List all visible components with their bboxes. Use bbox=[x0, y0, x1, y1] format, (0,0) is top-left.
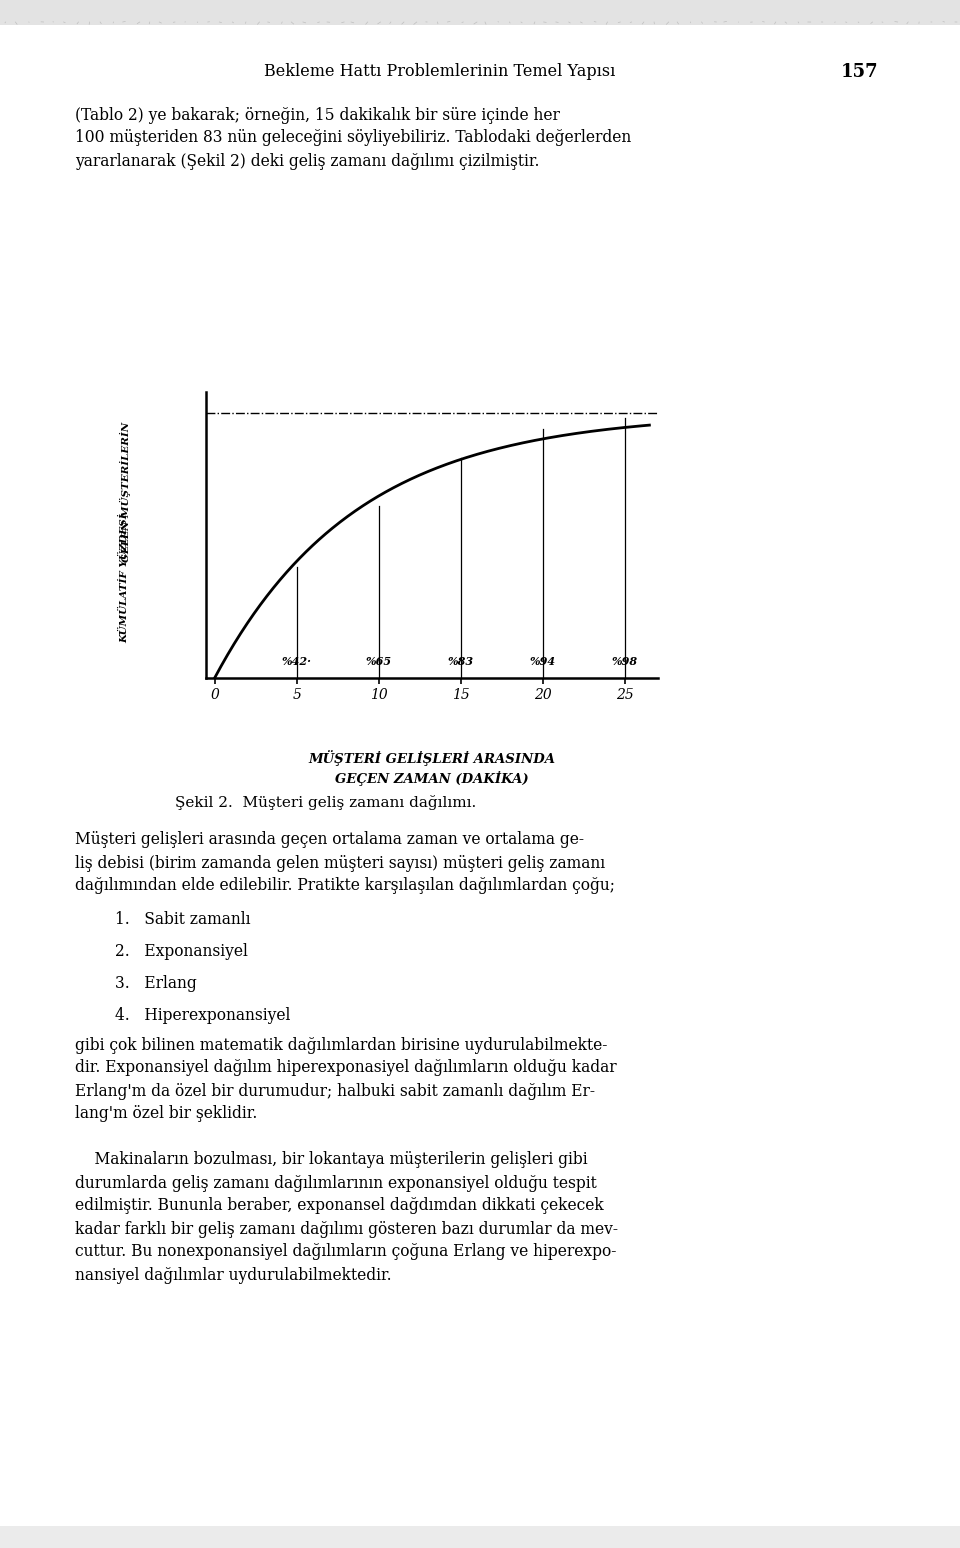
Text: durumlarda geliş zamanı dağılımlarının exponansiyel olduğu tespit: durumlarda geliş zamanı dağılımlarının e… bbox=[75, 1175, 597, 1192]
Text: Bekleme Hattı Problemlerinin Temel Yapısı: Bekleme Hattı Problemlerinin Temel Yapıs… bbox=[264, 63, 615, 80]
Text: dir. Exponansiyel dağılım hiperexponasiyel dağılımların olduğu kadar: dir. Exponansiyel dağılım hiperexponasiy… bbox=[75, 1059, 616, 1076]
Text: 157: 157 bbox=[841, 63, 878, 80]
Text: Makinaların bozulması, bir lokantaya müşterilerin gelişleri gibi: Makinaların bozulması, bir lokantaya müş… bbox=[75, 1152, 588, 1169]
Bar bbox=[0, 0, 960, 25]
Text: cuttur. Bu nonexponansiyel dağılımların çoğuna Erlang ve hiperexpo-: cuttur. Bu nonexponansiyel dağılımların … bbox=[75, 1243, 616, 1260]
Text: nansiyel dağılımlar uydurulabilmektedir.: nansiyel dağılımlar uydurulabilmektedir. bbox=[75, 1266, 392, 1283]
Text: kadar farklı bir geliş zamanı dağılımı gösteren bazı durumlar da mev-: kadar farklı bir geliş zamanı dağılımı g… bbox=[75, 1220, 618, 1237]
Text: GEÇEN ZAMAN (DAKİKA): GEÇEN ZAMAN (DAKİKA) bbox=[335, 771, 529, 785]
Text: MÜŞTERİ GELİŞLERİ ARASINDA: MÜŞTERİ GELİŞLERİ ARASINDA bbox=[308, 751, 556, 766]
Text: liş debisi (birim zamanda gelen müşteri sayısı) müşteri geliş zamanı: liş debisi (birim zamanda gelen müşteri … bbox=[75, 854, 605, 872]
Text: (Tablo 2) ye bakarak; örneğin, 15 dakikalık bir süre içinde her: (Tablo 2) ye bakarak; örneğin, 15 dakika… bbox=[75, 107, 560, 124]
Text: gibi çok bilinen matematik dağılımlardan birisine uydurulabilmekte-: gibi çok bilinen matematik dağılımlardan… bbox=[75, 1037, 608, 1054]
Text: %98: %98 bbox=[612, 656, 637, 667]
Text: 3.   Erlang: 3. Erlang bbox=[115, 975, 197, 992]
Text: %83: %83 bbox=[447, 656, 474, 667]
Text: Şekil 2.  Müşteri geliş zamanı dağılımı.: Şekil 2. Müşteri geliş zamanı dağılımı. bbox=[175, 796, 476, 811]
Text: Müşteri gelişleri arasında geçen ortalama zaman ve ortalama ge-: Müşteri gelişleri arasında geçen ortalam… bbox=[75, 831, 584, 848]
Bar bbox=[0, 1526, 960, 1548]
Text: 2.   Exponansiyel: 2. Exponansiyel bbox=[115, 943, 248, 960]
Text: GELEN MÜŞTERİLERİN: GELEN MÜŞTERİLERİN bbox=[120, 421, 131, 562]
Text: %42·: %42· bbox=[281, 656, 312, 667]
Text: Erlang'm da özel bir durumudur; halbuki sabit zamanlı dağılım Er-: Erlang'm da özel bir durumudur; halbuki … bbox=[75, 1082, 595, 1099]
Text: 4.   Hiperexponansiyel: 4. Hiperexponansiyel bbox=[115, 1008, 290, 1025]
Text: KÜMÜLATİF YÜZDESİ: KÜMÜLATİF YÜZDESİ bbox=[121, 512, 130, 642]
Text: %94: %94 bbox=[530, 656, 556, 667]
Text: yararlanarak (Şekil 2) deki geliş zamanı dağılımı çizilmiştir.: yararlanarak (Şekil 2) deki geliş zamanı… bbox=[75, 153, 540, 169]
Text: %65: %65 bbox=[366, 656, 392, 667]
Text: lang'm özel bir şeklidir.: lang'm özel bir şeklidir. bbox=[75, 1105, 257, 1122]
Text: 100 müşteriden 83 nün geleceğini söyliyebiliriz. Tablodaki değerlerden: 100 müşteriden 83 nün geleceğini söyliye… bbox=[75, 130, 632, 147]
Text: dağılımından elde edilebilir. Pratikte karşılaşılan dağılımlardan çoğu;: dağılımından elde edilebilir. Pratikte k… bbox=[75, 878, 615, 895]
Text: edilmiştir. Bununla beraber, exponansel dağdımdan dikkati çekecek: edilmiştir. Bununla beraber, exponansel … bbox=[75, 1198, 604, 1215]
Text: 1.   Sabit zamanlı: 1. Sabit zamanlı bbox=[115, 912, 251, 929]
